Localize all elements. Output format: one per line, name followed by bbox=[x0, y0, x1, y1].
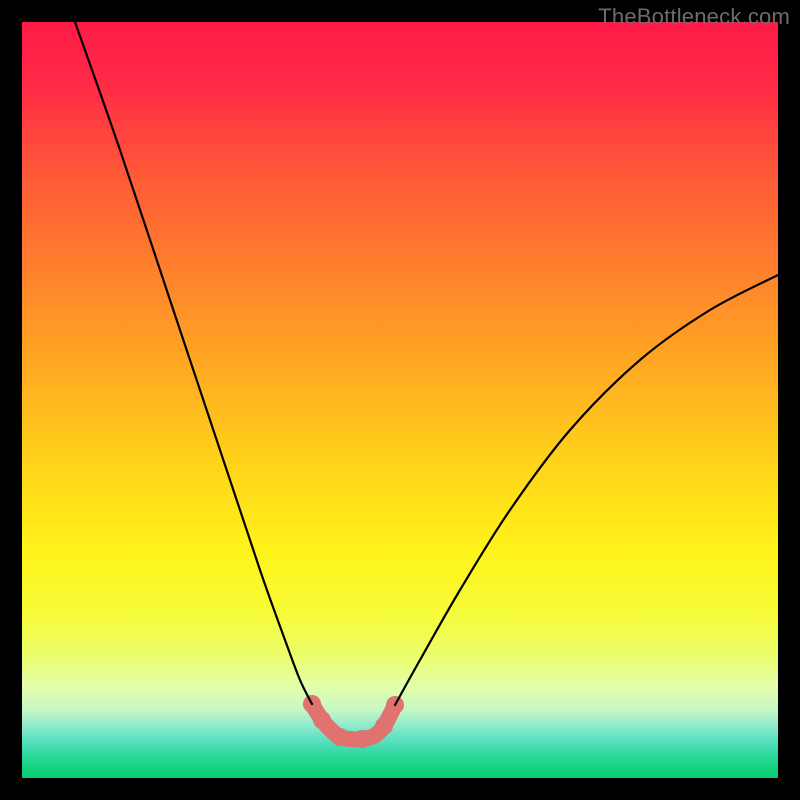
valley-dot bbox=[375, 717, 393, 735]
valley-dot bbox=[353, 730, 371, 748]
gradient-panel bbox=[22, 22, 778, 778]
valley-dot bbox=[331, 728, 349, 746]
valley-dot bbox=[313, 711, 331, 729]
chart-stage: TheBottleneck.com bbox=[0, 0, 800, 800]
watermark-text: TheBottleneck.com bbox=[598, 4, 790, 30]
bottleneck-curve-chart bbox=[0, 0, 800, 800]
